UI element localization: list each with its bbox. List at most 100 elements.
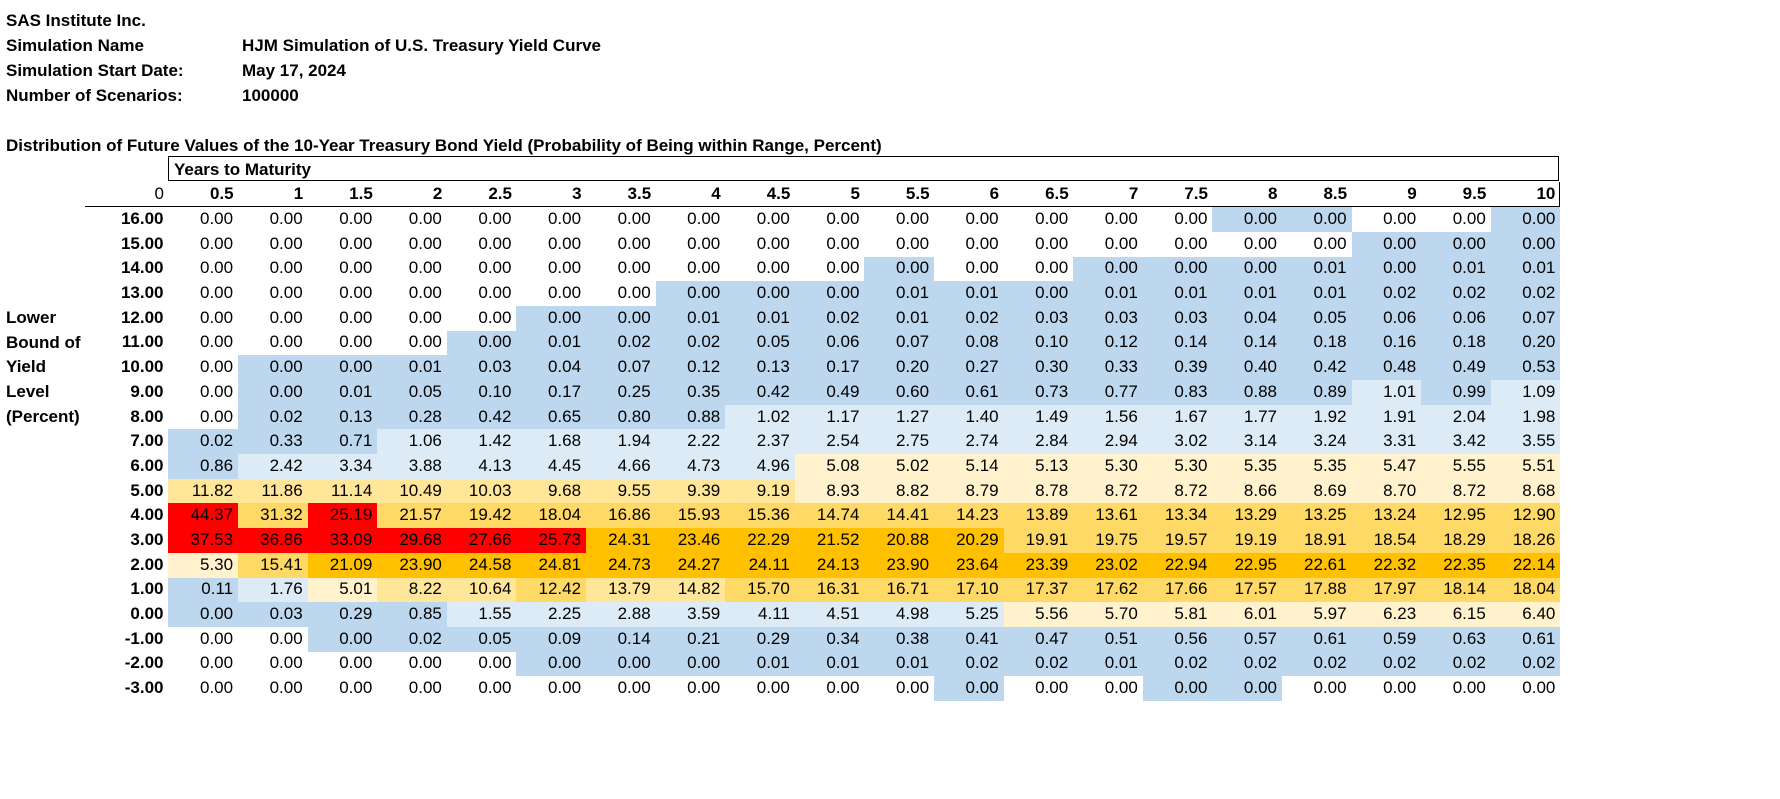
table-cell: 15.36	[724, 502, 795, 529]
table-cell: 5.30	[167, 551, 239, 578]
table-cell: 21.57	[376, 502, 447, 529]
table-cell: 0.05	[445, 625, 517, 652]
table-cell: 1.27	[863, 403, 935, 430]
table-cell: 0.00	[445, 230, 517, 257]
table-cell: 0.00	[585, 206, 656, 232]
table-cell: 0.80	[585, 403, 656, 430]
table-cell: 0.17	[515, 379, 587, 405]
table-cell: 1.91	[1350, 403, 1422, 430]
table-row: -1.00 0.00 0.00 0.00 0.02 0.05 0.09 0.14 0.21 0.2…	[85, 625, 1561, 652]
table-cell: 0.07	[1489, 304, 1561, 331]
table-cell: 16.31	[793, 576, 865, 603]
table-cell: 0.14	[1141, 329, 1213, 356]
table-cell: 24.13	[793, 551, 865, 578]
simulation-name-value: HJM Simulation of U.S. Treasury Yield Cu…	[242, 36, 601, 55]
table-cell: 0.01	[724, 650, 795, 677]
table-cell: 0.00	[1072, 230, 1143, 257]
row-header: 8.00	[130, 406, 164, 426]
row-header: 15.00	[120, 233, 164, 253]
table-cell: 22.29	[724, 527, 795, 553]
table-cell: 0.01	[1489, 255, 1561, 282]
table-cell: 0.41	[933, 625, 1004, 652]
column-header: 5	[794, 182, 864, 208]
table-cell: 3.31	[1350, 428, 1422, 455]
table-cell: 0.07	[863, 329, 935, 356]
table-cell: 0.00	[376, 304, 447, 331]
table-cell: 0.00	[376, 329, 447, 356]
table-row: 15.00 0.00 0.00 0.00 0.00 0.00 0.00 0.00 0.00 0.0…	[85, 230, 1561, 257]
scenarios-value: 100000	[242, 86, 299, 105]
table-cell: 0.00	[654, 230, 726, 257]
table-cell: 0.00	[585, 230, 656, 257]
table-cell: 3.02	[1141, 428, 1213, 455]
table-cell: 0.99	[1420, 379, 1491, 405]
table-cell: 0.35	[654, 379, 726, 405]
table-cell: 0.88	[654, 403, 726, 430]
table-row: 14.00 0.00 0.00 0.00 0.00 0.00 0.00 0.00 0.00 0.0…	[85, 255, 1561, 282]
table-cell: 0.00	[237, 329, 308, 356]
table-cell: 0.00	[585, 280, 656, 306]
table-cell: 0.01	[1072, 280, 1143, 306]
table-cell: 0.02	[167, 428, 239, 455]
table-cell: 0.01	[933, 280, 1004, 306]
table-cell: 0.60	[863, 379, 935, 405]
table-cell: 31.32	[237, 502, 308, 529]
table-cell: 0.00	[515, 280, 587, 306]
column-header: 1	[237, 182, 308, 208]
table-cell: 0.00	[167, 625, 239, 652]
table-cell: 0.03	[1072, 304, 1143, 331]
table-cell: 3.88	[376, 453, 447, 479]
table-cell: 0.00	[237, 625, 308, 652]
table-cell: 3.59	[654, 601, 726, 627]
row-header: 0.00	[130, 604, 164, 624]
row-header: 2.00	[130, 554, 164, 574]
table-cell: 4.11	[724, 601, 795, 627]
table-cell: 0.02	[654, 329, 726, 356]
table-cell: 0.42	[724, 379, 795, 405]
table-cell: 0.00	[1141, 206, 1213, 232]
table-cell: 2.22	[654, 428, 726, 455]
table-cell: 0.00	[1002, 206, 1074, 232]
table-cell: 0.02	[376, 625, 447, 652]
table-cell: 0.00	[167, 354, 239, 380]
table-cell: 0.00	[1002, 230, 1074, 257]
table-cell: 5.13	[1002, 453, 1074, 479]
row-axis-label-line: Lower	[6, 308, 57, 327]
table-cell: 44.37	[167, 502, 239, 529]
table-cell: 0.00	[1350, 675, 1422, 701]
column-header: 8	[1211, 182, 1282, 208]
table-cell: 2.54	[793, 428, 865, 455]
table-cell: 5.97	[1281, 601, 1352, 627]
table-cell: 8.66	[1211, 477, 1282, 504]
table-cell: 0.03	[1141, 304, 1213, 331]
table-cell: 0.06	[1350, 304, 1422, 331]
table-cell: 19.57	[1141, 527, 1213, 553]
table-cell: 0.00	[724, 206, 795, 232]
table-cell: 8.22	[376, 576, 447, 603]
row-header: 3.00	[130, 529, 164, 549]
table-cell: 0.00	[1211, 206, 1282, 232]
table-cell: 0.00	[515, 230, 587, 257]
table-cell: 8.69	[1281, 477, 1352, 504]
column-header: 4	[655, 182, 725, 208]
probability-table: 0 0.5 1 1.5 2 2.5 3 3.5 4 4.5 5 5.5 6 6.5 7 7.5 8 8.5 9 9.…	[85, 182, 1561, 701]
scenarios-label: Number of Scenarios:	[6, 86, 183, 105]
table-cell: 0.00	[793, 675, 865, 701]
table-cell: 0.00	[167, 280, 239, 306]
table-cell: 0.02	[1420, 650, 1491, 677]
column-header: 5.5	[863, 182, 934, 208]
table-cell: 1.56	[1072, 403, 1143, 430]
table-cell: 23.90	[863, 551, 935, 578]
table-cell: 0.00	[237, 304, 308, 331]
table-cell: 37.53	[167, 527, 239, 553]
table-cell: 6.40	[1489, 601, 1561, 627]
table-cell: 5.08	[793, 453, 865, 479]
table-cell: 0.00	[515, 650, 587, 677]
row-header: -2.00	[124, 653, 164, 673]
table-cell: 0.02	[237, 403, 308, 430]
table-row: 3.00 37.53 36.86 33.09 29.68 27.66 25.73 24.31 2…	[85, 527, 1561, 553]
table-cell: 0.10	[445, 379, 517, 405]
table-cell: 17.37	[1002, 576, 1074, 603]
table-cell: 0.00	[376, 280, 447, 306]
table-cell: 0.00	[167, 206, 239, 232]
